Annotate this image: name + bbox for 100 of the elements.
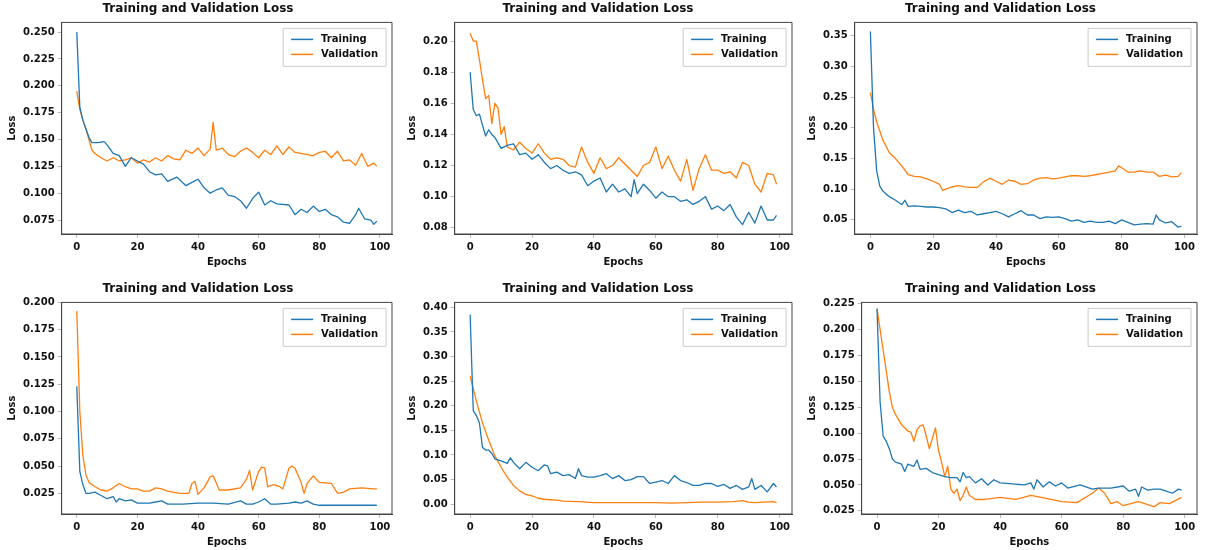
chart-title: Training and Validation Loss	[904, 281, 1097, 296]
y-tick-label: 0.05	[422, 473, 448, 485]
y-tick-label: 0.150	[22, 350, 55, 362]
x-tick-label: 60	[251, 240, 266, 252]
x-tick-label: 100	[369, 520, 391, 532]
y-tick-label: 0.075	[822, 452, 855, 464]
legend-label: Training	[721, 32, 767, 44]
legend-label: Training	[721, 312, 767, 324]
y-tick-label: 0.10	[822, 182, 848, 194]
y-tick-label: 0.075	[22, 213, 55, 225]
x-tick-label: 0	[466, 240, 474, 252]
x-axis-title: Epochs	[603, 535, 644, 547]
y-tick-label: 0.10	[422, 448, 448, 460]
legend-label: Training	[321, 32, 367, 44]
y-tick-label: 0.100	[22, 405, 55, 417]
y-axis-title: Loss	[5, 395, 17, 421]
y-tick-label: 0.050	[22, 459, 55, 471]
x-tick-label: 40	[586, 520, 601, 532]
y-axis-title: Loss	[405, 115, 417, 141]
y-tick-label: 0.125	[22, 159, 55, 171]
x-tick-label: 0	[873, 520, 881, 532]
legend-label: Validation	[1126, 327, 1184, 339]
x-tick-label: 60	[648, 240, 663, 252]
x-tick-label: 40	[586, 240, 601, 252]
y-tick-label: 0.175	[22, 323, 55, 335]
legend-label: Validation	[721, 327, 779, 339]
x-tick-label: 20	[130, 240, 145, 252]
y-tick-label: 0.200	[22, 79, 55, 91]
chart-title: Training and Validation Loss	[502, 1, 694, 16]
x-tick-label: 60	[648, 520, 663, 532]
y-tick-label: 0.025	[822, 504, 855, 516]
y-tick-label: 0.200	[822, 322, 855, 334]
x-tick-label: 20	[931, 520, 946, 532]
x-tick-label: 80	[312, 520, 327, 532]
y-tick-label: 0.20	[422, 34, 448, 46]
chart-title: Training and Validation Loss	[102, 1, 294, 16]
y-tick-label: 0.075	[22, 432, 55, 444]
y-tick-label: 0.20	[822, 121, 848, 133]
y-tick-label: 0.12	[422, 159, 448, 171]
x-tick-label: 40	[989, 240, 1003, 252]
y-tick-label: 0.025	[22, 486, 55, 498]
y-tick-label: 0.10	[422, 190, 448, 202]
x-tick-label: 80	[710, 520, 725, 532]
y-tick-label: 0.100	[822, 426, 855, 438]
y-tick-label: 0.20	[422, 399, 448, 411]
y-tick-label: 0.25	[822, 90, 848, 102]
y-axis-title: Loss	[805, 115, 817, 141]
y-tick-label: 0.00	[422, 497, 448, 509]
y-tick-label: 0.125	[822, 400, 855, 412]
y-tick-label: 0.100	[22, 186, 55, 198]
legend-label: Validation	[321, 47, 379, 59]
x-tick-label: 20	[525, 520, 540, 532]
x-tick-label: 100	[1174, 520, 1196, 532]
y-tick-label: 0.35	[822, 29, 848, 41]
legend-label: Training	[1126, 32, 1172, 44]
y-tick-label: 0.225	[22, 52, 55, 64]
y-tick-label: 0.125	[22, 377, 55, 389]
x-tick-label: 60	[1054, 520, 1069, 532]
y-tick-label: 0.175	[822, 348, 855, 360]
x-tick-label: 100	[769, 240, 791, 252]
y-tick-label: 0.08	[422, 221, 448, 233]
x-tick-label: 40	[191, 520, 206, 532]
legend-label: Validation	[721, 47, 779, 59]
y-tick-label: 0.150	[822, 374, 855, 386]
y-axis-title: Loss	[405, 395, 417, 421]
x-axis-title: Epochs	[206, 255, 247, 267]
y-axis-title: Loss	[805, 395, 817, 421]
y-tick-label: 0.250	[22, 25, 55, 37]
x-tick-label: 60	[1051, 240, 1066, 252]
x-tick-label: 80	[710, 240, 725, 252]
y-tick-label: 0.050	[822, 478, 855, 490]
x-tick-label: 80	[312, 240, 327, 252]
chart-title: Training and Validation Loss	[904, 1, 1097, 16]
y-tick-label: 0.14	[422, 128, 448, 140]
x-tick-label: 0	[866, 240, 874, 252]
x-tick-label: 80	[1114, 240, 1129, 252]
y-tick-label: 0.35	[422, 325, 448, 337]
y-tick-label: 0.40	[422, 300, 448, 312]
x-tick-label: 0	[73, 520, 81, 532]
x-tick-label: 40	[993, 520, 1008, 532]
y-axis-title: Loss	[5, 115, 17, 141]
y-tick-label: 0.175	[22, 106, 55, 118]
x-tick-label: 60	[251, 520, 266, 532]
x-axis-title: Epochs	[206, 535, 247, 547]
x-tick-label: 20	[130, 520, 145, 532]
y-tick-label: 0.15	[422, 423, 448, 435]
x-tick-label: 100	[1174, 240, 1195, 252]
legend-label: Training	[1126, 312, 1172, 324]
y-tick-label: 0.15	[822, 152, 848, 164]
legend-label: Validation	[1126, 47, 1184, 59]
y-tick-label: 0.150	[22, 133, 55, 145]
y-tick-label: 0.25	[422, 374, 448, 386]
x-tick-label: 100	[369, 240, 391, 252]
y-tick-label: 0.05	[822, 213, 848, 225]
legend-label: Training	[321, 312, 367, 324]
x-tick-label: 0	[466, 520, 474, 532]
x-tick-label: 40	[191, 240, 206, 252]
legend-label: Validation	[321, 327, 379, 339]
y-tick-label: 0.16	[422, 96, 448, 108]
y-tick-label: 0.30	[422, 350, 448, 362]
